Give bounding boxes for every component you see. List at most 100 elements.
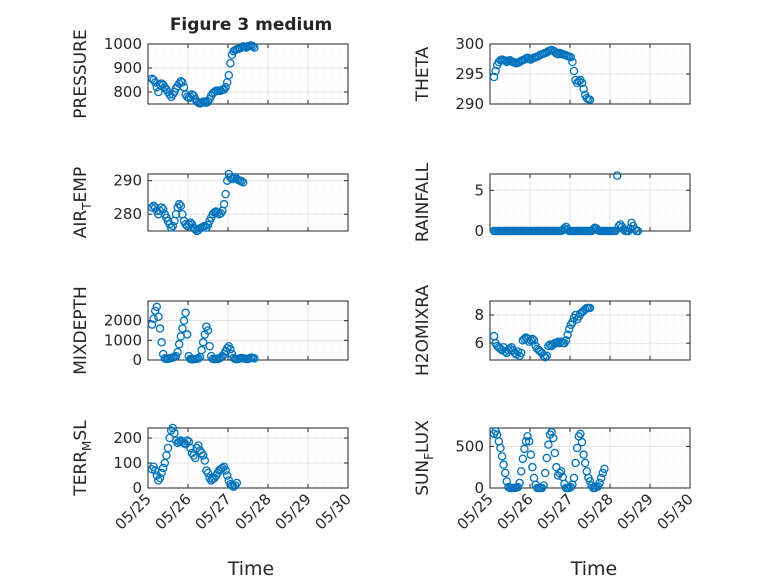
data-point	[547, 427, 556, 437]
data-point	[585, 477, 595, 486]
data-point	[502, 477, 512, 486]
subplot-3: 280 290 AIRTEMP	[71, 167, 349, 238]
data-point	[198, 338, 208, 347]
data-point	[221, 466, 230, 475]
data-point	[178, 78, 187, 87]
data-point	[152, 302, 162, 312]
data-point	[149, 314, 158, 323]
data-point	[168, 221, 178, 231]
y-tick-label: 1000	[104, 331, 142, 349]
y-tick-label: 300	[455, 35, 484, 53]
data-point	[182, 436, 192, 445]
data-point	[186, 443, 195, 453]
data-point	[194, 441, 203, 450]
figure-title: Figure 3 medium	[170, 15, 332, 35]
y-tick-label: 0	[474, 222, 484, 240]
data-point	[542, 453, 552, 463]
data-point	[539, 481, 548, 490]
y-axis-label: TERRMSL	[71, 420, 94, 497]
data-point	[181, 220, 190, 229]
data-point	[571, 458, 580, 468]
y-axis-label: SUNFLUX	[413, 420, 436, 496]
data-point	[237, 177, 246, 186]
y-tick-label: 6	[474, 334, 484, 352]
data-point	[198, 451, 208, 460]
data-point	[147, 320, 157, 329]
series-markers	[489, 45, 595, 105]
data-point	[540, 352, 550, 362]
data-point	[210, 208, 219, 217]
data-point	[174, 199, 184, 209]
data-point	[540, 468, 550, 478]
data-point	[200, 97, 210, 106]
data-point	[222, 471, 232, 480]
subplot-1: 800 900 1000 PRESSURE	[71, 29, 349, 119]
data-point	[553, 49, 563, 59]
data-point	[491, 66, 500, 76]
series-markers	[147, 41, 259, 108]
data-point	[250, 354, 259, 363]
data-point	[548, 433, 558, 443]
y-tick-label: 200	[113, 429, 142, 447]
y-tick-label: 290	[455, 95, 484, 113]
data-point	[526, 450, 536, 459]
data-point	[190, 453, 200, 463]
data-point	[197, 345, 206, 355]
y-axis-label: RAINFALL	[413, 162, 433, 242]
data-point	[528, 462, 537, 472]
y-tick-label: 0	[132, 479, 142, 497]
y-tick-label: 290	[113, 172, 142, 190]
data-point	[516, 348, 526, 358]
data-point	[155, 80, 165, 90]
y-tick-label: 1000	[104, 35, 142, 53]
data-point	[221, 82, 230, 92]
data-point	[585, 95, 595, 105]
data-point	[181, 308, 190, 318]
data-point	[561, 336, 571, 345]
data-point	[154, 312, 163, 321]
y-axis-label: MIXDEPTH	[71, 286, 91, 375]
axes-box	[489, 300, 691, 361]
data-point	[600, 464, 609, 474]
data-point	[633, 226, 643, 236]
data-point	[566, 52, 576, 62]
data-point	[173, 347, 182, 357]
grid	[489, 174, 691, 232]
data-point	[174, 340, 184, 349]
data-point	[489, 72, 499, 82]
data-point	[595, 478, 604, 488]
data-point	[500, 56, 510, 66]
data-point	[550, 448, 560, 458]
data-point	[612, 171, 622, 180]
y-tick-label: 295	[455, 65, 484, 83]
data-point	[526, 336, 536, 345]
data-point	[580, 458, 590, 468]
y-tick-label: 2000	[104, 312, 142, 330]
data-point	[179, 316, 189, 325]
data-point	[157, 468, 166, 478]
x-axis-label-left: Time	[227, 558, 275, 580]
data-point	[171, 351, 181, 361]
data-point	[521, 437, 531, 446]
subplot-4: 0 5 RAINFALL	[413, 162, 691, 242]
y-tick-label: 8	[474, 306, 484, 324]
data-point	[539, 351, 548, 361]
data-point	[182, 330, 192, 339]
x-axis-label-right: Time	[570, 558, 618, 580]
data-point	[515, 478, 524, 488]
data-point	[155, 324, 165, 333]
y-tick-label: 280	[113, 205, 142, 223]
data-point	[232, 478, 242, 488]
data-point	[544, 440, 553, 449]
data-point	[516, 467, 526, 476]
series-markers	[147, 169, 248, 236]
series-markers	[147, 423, 242, 491]
data-point	[497, 452, 507, 461]
data-point	[205, 341, 214, 351]
data-point	[542, 351, 552, 361]
data-point	[248, 42, 258, 51]
subplot-6: 6 8 H2OMIXRA	[413, 285, 691, 376]
data-point	[579, 450, 588, 459]
data-point	[176, 201, 186, 211]
